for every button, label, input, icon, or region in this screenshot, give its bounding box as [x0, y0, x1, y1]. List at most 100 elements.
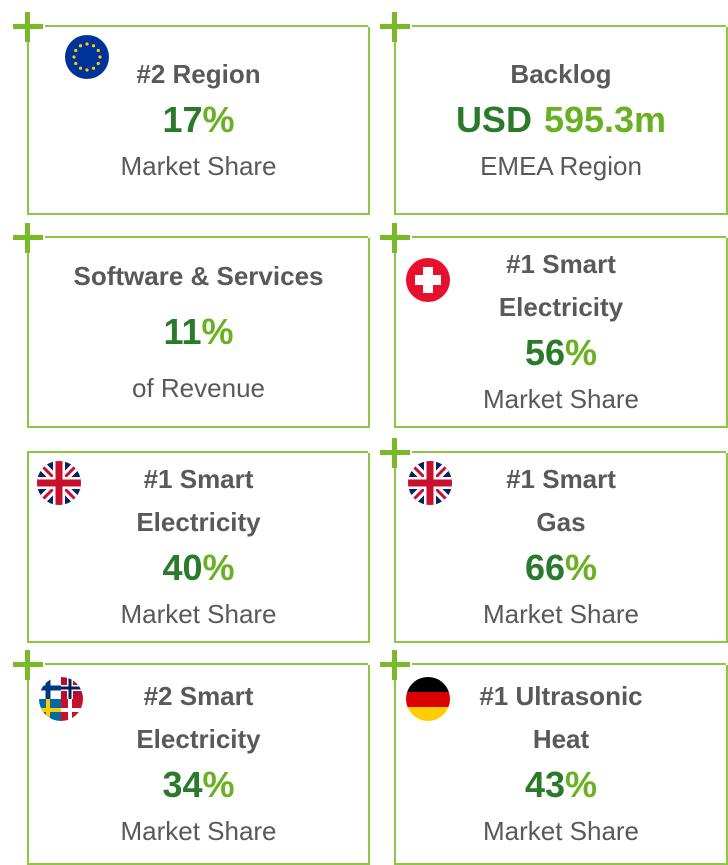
flag-part — [380, 235, 410, 240]
card-heading: #1 Ultrasonic — [479, 681, 643, 711]
flag-part — [406, 692, 450, 707]
card-top-border — [412, 25, 726, 27]
card: #2 Smart Electricity 34% Market Share — [13, 650, 370, 865]
value-part: USD — [455, 98, 532, 140]
flag-part — [61, 699, 83, 721]
plus-icon — [13, 223, 43, 253]
flag-icon — [37, 461, 81, 505]
card-caption: Market Share — [120, 150, 277, 181]
card-heading: #1 Smart — [506, 464, 616, 494]
plus-icon — [380, 12, 410, 42]
card-caption: Market Share — [120, 816, 277, 846]
flag-part — [74, 61, 78, 66]
plus-icon — [380, 650, 410, 680]
flag-part — [13, 662, 43, 667]
card-content: Software & Services 11% of Revenue — [29, 238, 368, 426]
card-heading: Heat — [532, 724, 590, 754]
card-top-border — [412, 236, 726, 238]
value-part: 11 — [163, 310, 202, 352]
flag-part — [98, 55, 102, 59]
flag-part — [37, 461, 81, 505]
flag-part — [406, 677, 450, 692]
plus-icon — [380, 438, 410, 468]
card-value: 40% — [162, 544, 234, 592]
card-caption: Market Share — [482, 816, 640, 846]
flag-part — [415, 275, 441, 285]
flag-part — [13, 24, 43, 29]
value-part: % — [201, 310, 234, 352]
card-top-border — [45, 663, 368, 665]
card: Software & Services 11% of Revenue — [13, 223, 370, 428]
value-part: 40 — [162, 547, 203, 588]
card: #1 Ultrasonic Heat 43% Market Share — [380, 650, 728, 865]
value-part: % — [565, 764, 598, 805]
card-content: Backlog USD 595.3m EMEA Region — [396, 27, 726, 213]
card-top-border — [45, 25, 368, 27]
card-heading: #2 Region — [136, 58, 261, 89]
flag-part — [74, 48, 78, 53]
value-part: % — [202, 547, 235, 588]
flag-part — [61, 677, 83, 699]
card-value: 17% — [162, 96, 234, 144]
flag-part — [96, 61, 100, 66]
card-value: 11% — [163, 308, 233, 356]
card-heading: #2 Smart — [143, 681, 254, 711]
flag-part — [406, 707, 450, 721]
card: #1 Smart Electricity 56% Market Share — [380, 223, 728, 428]
card-heading: Backlog — [510, 58, 612, 89]
card-heading: Electricity — [498, 292, 624, 322]
flag-part — [85, 68, 89, 72]
card: Backlog USD 595.3m EMEA Region — [380, 12, 728, 215]
flag-icon — [39, 677, 83, 721]
value-part: % — [565, 547, 598, 588]
flag-part — [91, 66, 96, 70]
card-caption: Market Share — [482, 599, 640, 629]
value-part: % — [202, 98, 235, 140]
value-part: % — [565, 332, 598, 373]
card-heading: Software & Services — [73, 260, 324, 291]
card-content: #1 Smart Electricity 56% Market Share — [396, 238, 726, 426]
card-content: #2 Smart Electricity 34% Market Share — [29, 665, 368, 863]
flag-part — [78, 44, 83, 48]
flag-icon — [406, 677, 450, 721]
card-heading: Electricity — [136, 507, 261, 537]
flag-icon — [408, 461, 452, 505]
card-heading: #1 Smart — [143, 464, 254, 494]
flag-part — [380, 662, 410, 667]
flag-part — [78, 66, 83, 70]
card-top-border — [27, 451, 368, 453]
card-content: #1 Smart Gas 66% Market Share — [396, 453, 726, 641]
card-value: 66% — [525, 544, 597, 592]
flag-icon — [406, 258, 450, 302]
card-top-border — [412, 451, 726, 453]
plus-icon — [380, 223, 410, 253]
card-value: 43% — [525, 761, 597, 809]
card-value: 34% — [162, 761, 234, 809]
flag-part — [72, 55, 76, 59]
card-heading: Electricity — [136, 724, 261, 754]
card-heading: #1 Smart — [506, 249, 616, 279]
value-part: 66 — [524, 547, 566, 588]
card-top-border — [412, 663, 726, 665]
card: #2 Region 17% Market Share — [13, 12, 370, 215]
flag-part — [91, 44, 96, 48]
flag-part — [65, 35, 109, 79]
value-part: 56 — [524, 332, 566, 373]
card: #1 Smart Electricity 40% Market Share — [27, 451, 370, 643]
flag-icon — [65, 35, 109, 79]
value-part: % — [202, 764, 235, 805]
card-caption: EMEA Region — [480, 150, 642, 181]
plus-icon — [13, 650, 43, 680]
flag-part — [13, 235, 43, 240]
card-caption: Market Share — [120, 599, 277, 629]
flag-part — [406, 677, 450, 721]
flag-part — [380, 24, 410, 29]
card-value: 56% — [525, 329, 597, 377]
card-content: #1 Smart Electricity 40% Market Share — [29, 453, 368, 641]
card-value: USD 595.3m — [456, 96, 666, 144]
card-caption: of Revenue — [132, 372, 265, 403]
flag-part — [380, 450, 410, 455]
card: #1 Smart Gas 66% Market Share — [380, 438, 728, 643]
value-part: 34 — [162, 764, 203, 805]
